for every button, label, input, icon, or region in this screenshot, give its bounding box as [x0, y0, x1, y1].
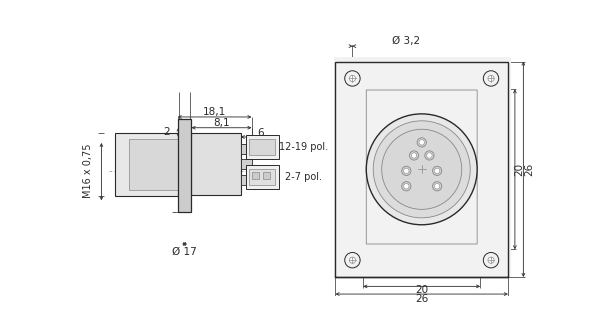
Bar	[241, 144, 251, 154]
Text: 6: 6	[257, 128, 264, 138]
Circle shape	[432, 166, 442, 175]
Text: 8,1: 8,1	[213, 118, 230, 128]
Circle shape	[434, 168, 440, 173]
Circle shape	[345, 252, 360, 268]
Bar	[336, 62, 508, 277]
Circle shape	[373, 121, 470, 218]
Circle shape	[382, 129, 462, 209]
Bar	[422, 166, 511, 276]
Circle shape	[411, 153, 417, 158]
Text: 20: 20	[415, 285, 428, 295]
Circle shape	[366, 114, 477, 225]
Bar	[241, 175, 251, 185]
Text: M16 x 0,75: M16 x 0,75	[83, 144, 93, 198]
Circle shape	[427, 153, 432, 158]
FancyBboxPatch shape	[336, 59, 508, 275]
Circle shape	[488, 257, 494, 263]
Circle shape	[417, 138, 427, 147]
Bar	[334, 166, 423, 276]
Text: 2-7 pol.: 2-7 pol.	[286, 172, 322, 182]
Circle shape	[349, 257, 356, 263]
Circle shape	[483, 71, 499, 86]
Text: 18,1: 18,1	[203, 107, 226, 117]
Bar	[263, 171, 270, 178]
Circle shape	[402, 181, 411, 191]
Text: 26: 26	[415, 294, 428, 304]
Circle shape	[345, 71, 360, 86]
Bar	[178, 119, 192, 212]
Text: 20: 20	[514, 163, 525, 176]
Bar	[253, 171, 259, 178]
Bar	[192, 133, 241, 195]
Bar	[249, 168, 276, 185]
Bar	[241, 159, 251, 169]
Circle shape	[404, 168, 409, 173]
Bar	[129, 139, 178, 190]
Circle shape	[419, 140, 424, 145]
Circle shape	[409, 151, 419, 160]
Text: 2: 2	[163, 127, 170, 137]
Text: Ø 17: Ø 17	[172, 247, 197, 257]
Bar	[246, 136, 278, 159]
Circle shape	[483, 252, 499, 268]
Text: Ø 3,2: Ø 3,2	[392, 36, 421, 46]
Bar	[336, 62, 508, 277]
Circle shape	[432, 181, 442, 191]
Bar	[115, 133, 178, 196]
Circle shape	[434, 183, 440, 189]
Bar	[246, 166, 278, 188]
Bar	[422, 57, 511, 168]
Text: 26: 26	[525, 163, 535, 176]
Circle shape	[349, 75, 356, 82]
Bar	[249, 139, 276, 156]
Circle shape	[402, 166, 411, 175]
Bar	[334, 57, 423, 168]
Circle shape	[425, 151, 434, 160]
Text: 12-19 pol.: 12-19 pol.	[279, 142, 329, 152]
Circle shape	[488, 75, 494, 82]
Circle shape	[404, 183, 409, 189]
